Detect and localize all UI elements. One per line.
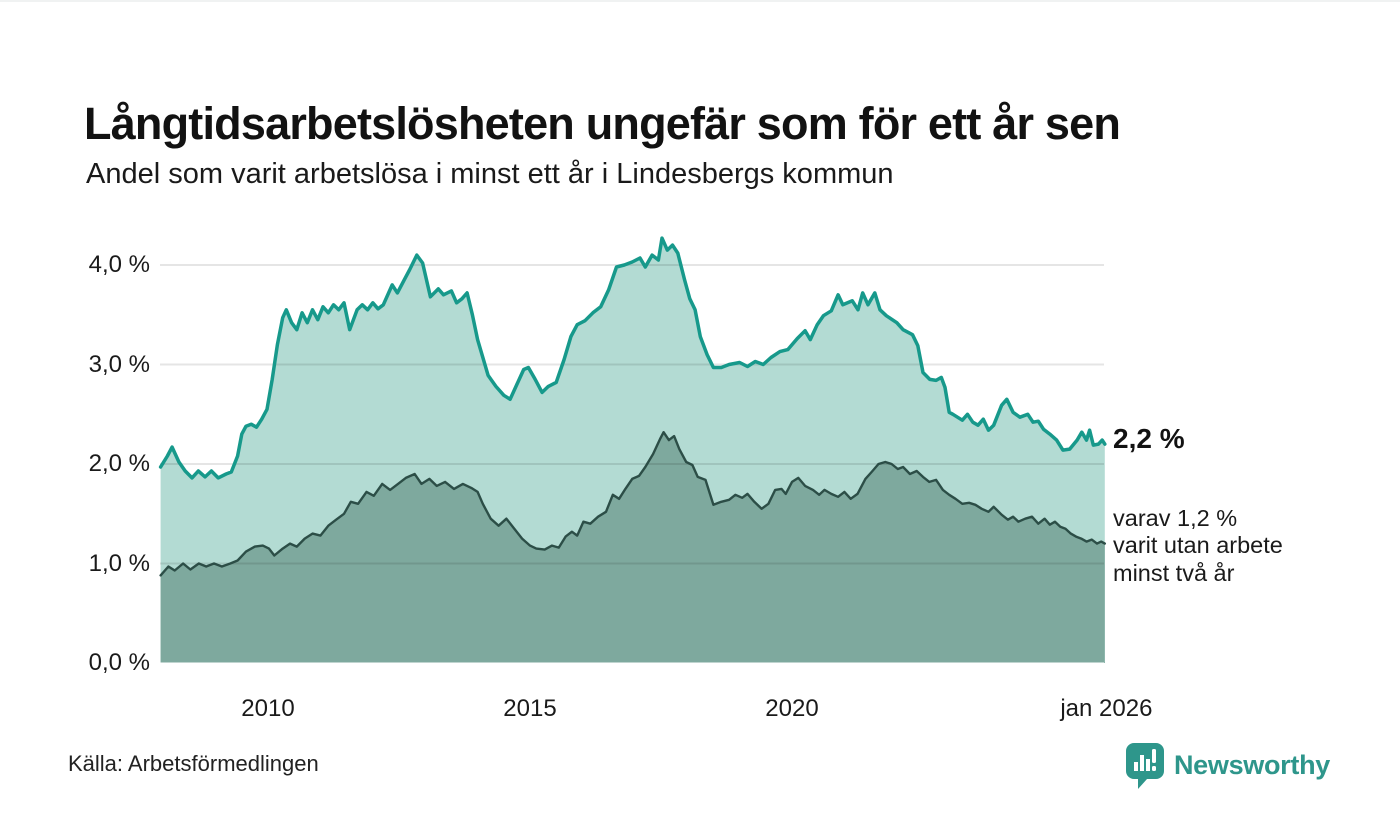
x-axis-label: 2015 [503,695,557,722]
series-line-1 [159,431,1106,577]
chart-subtitle: Andel som varit arbetslösa i minst ett å… [86,158,894,190]
x-axis-label: jan 2026 [1060,695,1153,722]
y-axis-label: 1,0 % [88,549,150,577]
newsworthy-brand: Newsworthy [1125,742,1330,789]
secondary-annotation: varav 1,2 % varit utan arbete minst två … [1113,505,1283,586]
page-title: Långtidsarbetslösheten ungefär som för e… [84,98,1121,150]
y-axis-label: 4,0 % [88,251,150,278]
newsworthy-logo-icon [1125,743,1164,789]
area-fill-1 [160,432,1105,663]
latest-value-label: 2,2 % [1113,423,1185,454]
source-attribution: Källa: Arbetsförmedlingen [68,751,319,776]
x-axis-label: 2020 [765,695,819,722]
y-axis-label: 0,0 % [88,649,150,676]
x-axis-label: 2010 [241,695,295,722]
y-axis-label: 3,0 % [88,350,150,378]
newsworthy-wordmark: Newsworthy [1173,750,1330,780]
y-axis-label: 2,0 % [88,450,150,477]
series-line-0 [158,236,1107,480]
